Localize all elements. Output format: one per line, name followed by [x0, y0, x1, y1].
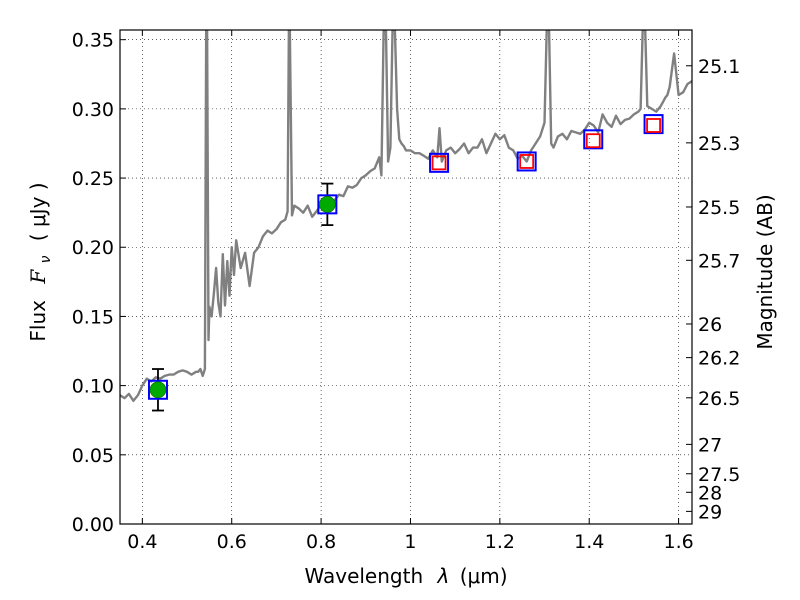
- magnitude-axis-label: Magnitude (AB): [753, 194, 777, 349]
- magnitude-tick-label: 25.5: [698, 197, 740, 219]
- y-axis-label-unit: ( μJy ): [26, 182, 50, 241]
- y-axis-label: Flux F ν ( μJy ): [26, 182, 55, 341]
- x-tick-label: 1.4: [574, 531, 604, 553]
- magnitude-tick-label: 25.1: [698, 56, 740, 78]
- y-axis-label-symbol: F: [26, 269, 50, 285]
- x-tick-label: 0.4: [127, 531, 157, 553]
- model-flux-marker: [317, 194, 338, 215]
- x-tick-label: 1.6: [663, 531, 693, 553]
- magnitude-tick-label: 27: [698, 434, 722, 456]
- y-axis-label-subscript: ν: [38, 255, 54, 263]
- plot-frame: [119, 29, 693, 525]
- x-axis-ticks: 0.4 0.6 0.8 1 1.2 1.4 1.6: [127, 30, 694, 553]
- y-tick-label: 0.25: [72, 168, 114, 190]
- observed-flux-point: [149, 381, 167, 399]
- upper-limit-marker: [585, 133, 601, 149]
- y-tick-label: 0.35: [72, 30, 114, 52]
- x-tick-label: 1: [404, 531, 416, 553]
- observed-flux-point: [319, 196, 336, 213]
- y-tick-label: 0.30: [72, 99, 114, 121]
- markers-layer: [147, 114, 664, 412]
- y-tick-label: 0.20: [72, 237, 114, 259]
- magnitude-tick-label: 26.5: [698, 388, 740, 410]
- x-tick-label: 0.6: [217, 531, 247, 553]
- model-flux-marker: [429, 152, 450, 173]
- template-spectrum-line: [120, 30, 692, 402]
- x-axis-label-text: Wavelength: [304, 564, 423, 588]
- x-tick-label: 1.2: [485, 531, 515, 553]
- y-tick-label: 0.10: [72, 376, 114, 398]
- model-flux-marker: [643, 114, 664, 135]
- x-axis-label-symbol: λ: [437, 564, 450, 588]
- upper-limit-marker: [431, 155, 447, 171]
- y-axis-label-text: Flux: [26, 300, 50, 342]
- upper-limit-marker: [519, 154, 535, 169]
- magnitude-tick-label: 29: [698, 501, 722, 523]
- model-flux-marker: [583, 129, 604, 150]
- magnitude-tick-label: 26.2: [698, 348, 740, 370]
- x-axis-label: Wavelength λ (μm): [304, 564, 507, 588]
- x-tick-label: 0.8: [306, 531, 336, 553]
- x-axis-label-unit: (μm): [460, 564, 508, 588]
- magnitude-tick-label: 27.5: [698, 464, 740, 486]
- y-tick-label: 0.15: [72, 306, 114, 328]
- magnitude-tick-label: 25.7: [698, 250, 740, 272]
- model-flux-marker: [516, 151, 537, 172]
- y-tick-label: 0.00: [72, 514, 114, 536]
- magnitude-tick-label: 25.3: [698, 133, 740, 155]
- series-layer: [120, 30, 692, 402]
- y-tick-label: 0.05: [72, 445, 114, 467]
- magnitude-tick-label: 26: [698, 314, 722, 336]
- y-axis-ticks: 0.00 0.05 0.10 0.15 0.20 0.25 0.30 0.35: [72, 30, 126, 536]
- upper-limit-marker: [646, 118, 661, 133]
- magnitude-tick-label: 28: [698, 482, 722, 504]
- model-flux-marker: [147, 379, 168, 400]
